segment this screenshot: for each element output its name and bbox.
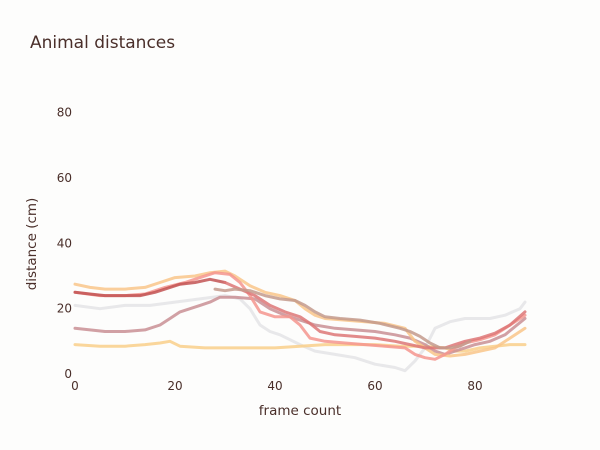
x-axis-title: frame count [259, 403, 341, 419]
series-line-7 [223, 281, 527, 350]
x-tick-label: 40 [267, 379, 282, 393]
x-tick-label: 20 [167, 379, 182, 393]
x-tick-label: 0 [71, 379, 79, 393]
y-axis-ticks: 0 20 40 60 80 [57, 106, 72, 381]
series-line-6 [73, 277, 227, 298]
series-line-8 [213, 287, 472, 350]
y-tick-label: 40 [57, 236, 72, 250]
x-axis-ticks: 0 20 40 60 80 [71, 379, 482, 393]
series-line-2 [73, 339, 527, 353]
series-lines [73, 269, 527, 373]
y-tick-label: 0 [64, 367, 72, 381]
y-tick-label: 80 [57, 106, 72, 120]
chart-title: Animal distances [30, 33, 175, 53]
x-tick-label: 80 [467, 379, 482, 393]
x-tick-label: 60 [367, 379, 382, 393]
y-axis-title: distance (cm) [24, 198, 40, 291]
y-tick-label: 60 [57, 171, 72, 185]
y-tick-label: 20 [57, 302, 72, 316]
series-line-1 [73, 294, 527, 373]
series-line-4 [73, 269, 527, 358]
